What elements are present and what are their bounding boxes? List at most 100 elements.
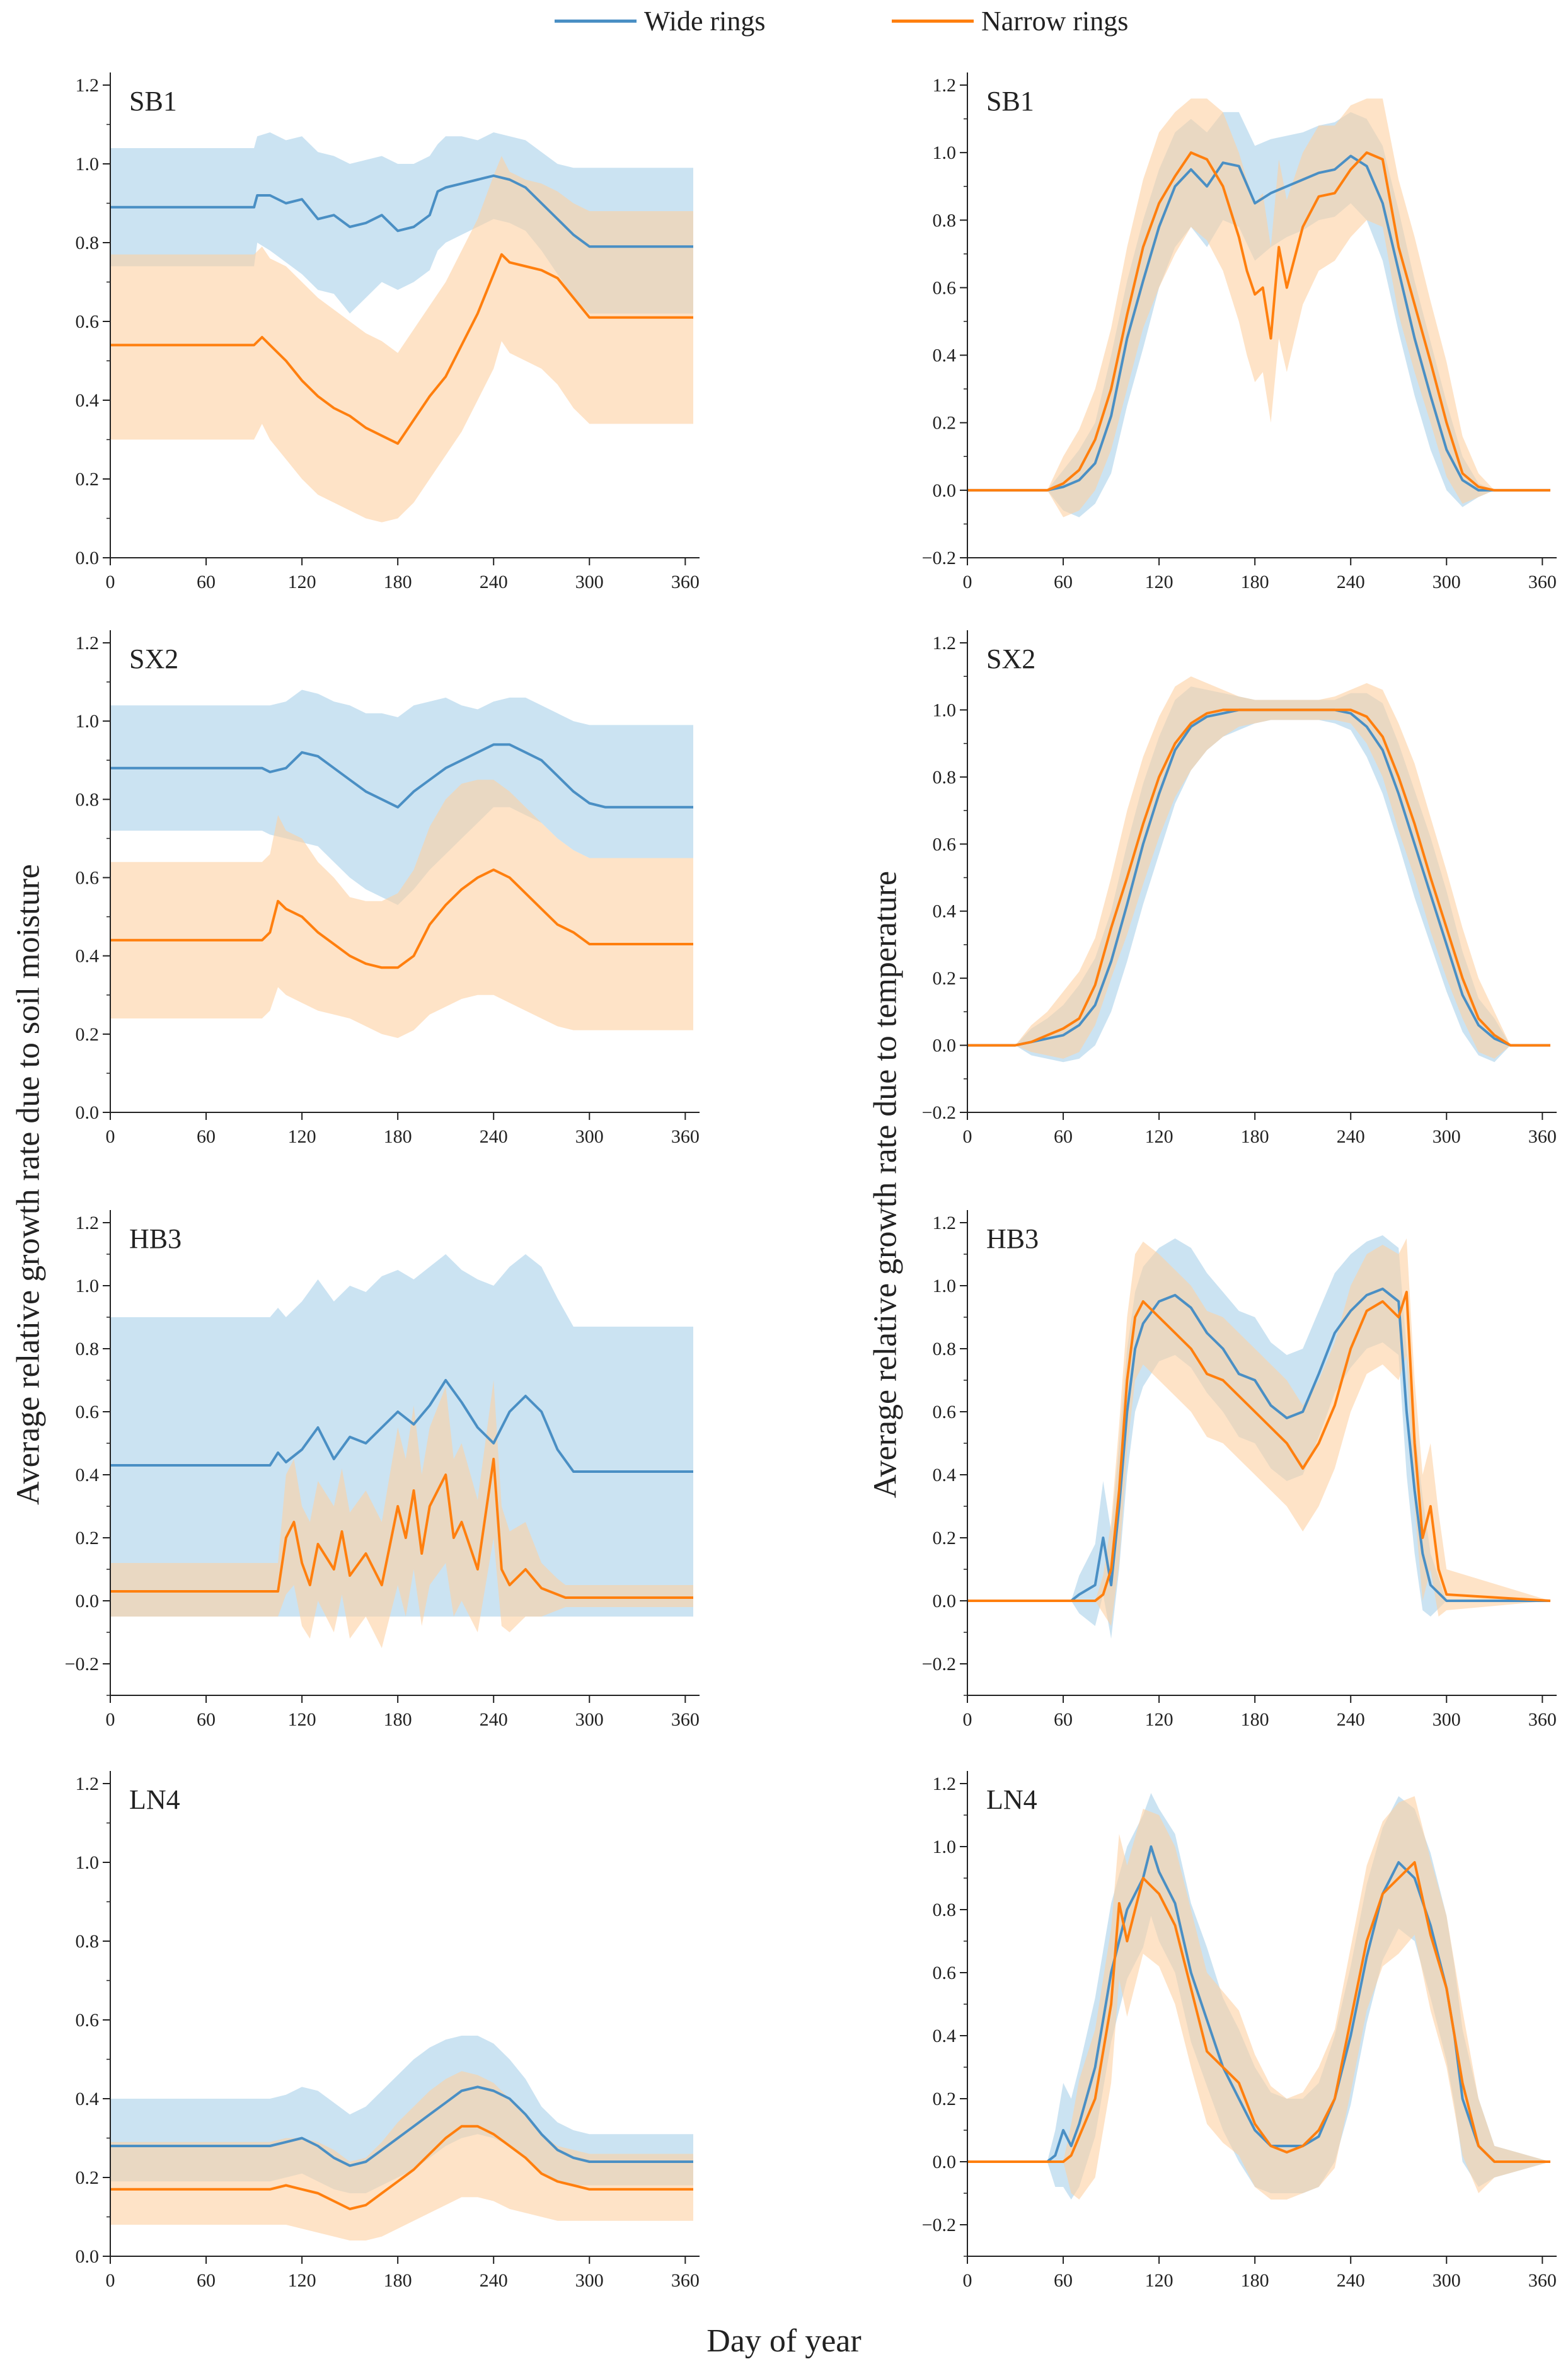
sx2-moisture-x-tick-label: 180 — [384, 1126, 412, 1147]
sx2-temperature-y-tick-label: 0.0 — [933, 1035, 957, 1056]
hb3-temperature-y-tick-label: −0.2 — [922, 1654, 956, 1675]
hb3-moisture-y-tick-label: 0.0 — [76, 1591, 100, 1612]
sb1-moisture-y-tick-label: 0.8 — [76, 233, 100, 253]
sb1-temperature-y-tick-label: 0.0 — [933, 480, 957, 501]
hb3-temperature-wide-line — [967, 1288, 1550, 1602]
sx2-moisture-narrow-line — [110, 868, 693, 969]
hb3-temperature-panel: 0 60 120 180 240 300 360 −0.2 0.0 0.2 0.4 0.6 0.8 1.0… — [922, 1210, 1557, 1730]
ln4-temperature-x-tick-label: 240 — [1337, 2270, 1365, 2291]
ln4-temperature-x-tick-label: 120 — [1145, 2270, 1173, 2291]
sx2-temperature-y-tick-label: 0.6 — [933, 834, 957, 855]
sb1-moisture-x-tick-label: 120 — [288, 572, 316, 592]
ln4-moisture-y-tick-label: 0.8 — [76, 1931, 100, 1952]
ln4-temperature-y-tick-label: −0.2 — [922, 2215, 956, 2235]
sx2-temperature-x-tick-label: 360 — [1528, 1126, 1557, 1147]
hb3-moisture-y-tick-label: 0.4 — [76, 1465, 100, 1485]
sb1-temperature-x-tick-label: 60 — [1054, 572, 1073, 592]
sx2-moisture-y-tick-label: 1.0 — [76, 711, 100, 732]
ln4-moisture-x-tick-label: 300 — [575, 2270, 604, 2291]
ln4-moisture-y-tick-label: 1.0 — [76, 1852, 100, 1873]
sx2-temperature-y-tick-label: 0.4 — [933, 901, 957, 922]
ln4-temperature-y-tick-label: 0.4 — [933, 2026, 957, 2046]
ln4-temperature-y-tick-label: 0.0 — [933, 2152, 957, 2172]
ln4-moisture-x-tick-label: 240 — [480, 2270, 508, 2291]
ln4-moisture-y-tick-label: 0.6 — [76, 2010, 100, 2031]
legend-item-narrow[interactable]: Narrow rings — [892, 5, 1128, 37]
sb1-moisture-title: SB1 — [129, 86, 177, 117]
sb1-temperature-x-tick-label: 240 — [1337, 572, 1365, 592]
sx2-moisture-y-tick-label: 0.0 — [76, 1102, 100, 1123]
hb3-temperature-x-tick-label: 240 — [1337, 1709, 1365, 1730]
sx2-moisture-x-tick-label: 120 — [288, 1126, 316, 1147]
ln4-temperature-x-tick-label: 0 — [963, 2270, 972, 2291]
sx2-temperature-narrow-band — [967, 676, 1550, 1059]
left-y-axis-label: Average relative growth rate due to soil… — [10, 863, 47, 1506]
hb3-moisture-panel: 0 60 120 180 240 300 360 −0.2 0.0 0.2 0.4 0.6 0.8 1.0… — [65, 1210, 700, 1730]
hb3-moisture-x-tick-label: 120 — [288, 1709, 316, 1730]
ln4-temperature-narrow-line — [967, 1861, 1550, 2163]
sb1-moisture-wide-line — [110, 174, 693, 248]
ln4-temperature-x-tick-label: 360 — [1528, 2270, 1557, 2291]
sx2-temperature-x-tick-label: 300 — [1433, 1126, 1461, 1147]
hb3-moisture-x-tick-label: 360 — [671, 1709, 700, 1730]
sb1-temperature-x-tick-label: 360 — [1528, 572, 1557, 592]
ln4-temperature-x-tick-label: 60 — [1054, 2270, 1073, 2291]
sb1-temperature-y-tick-label: 1.0 — [933, 142, 957, 163]
sx2-moisture-x-tick-label: 60 — [197, 1126, 216, 1147]
legend-swatch-wide — [555, 20, 637, 23]
sx2-moisture-x-tick-label: 360 — [671, 1126, 700, 1147]
ln4-moisture-title: LN4 — [129, 1784, 180, 1815]
sb1-moisture-y-tick-label: 0.6 — [76, 311, 100, 332]
sb1-moisture-y-tick-label: 1.2 — [76, 75, 100, 96]
hb3-moisture-x-tick-label: 240 — [480, 1709, 508, 1730]
sx2-temperature-narrow-line — [967, 708, 1550, 1047]
hb3-temperature-x-tick-label: 0 — [963, 1709, 972, 1730]
hb3-temperature-narrow-band — [967, 1238, 1550, 1626]
hb3-moisture-y-tick-label: 1.0 — [76, 1276, 100, 1296]
sx2-moisture-y-tick-label: 0.2 — [76, 1024, 100, 1045]
ln4-temperature-panel: 0 60 120 180 240 300 360 −0.2 0.0 0.2 0.4 0.6 0.8 1.0… — [922, 1771, 1557, 2291]
legend-label-wide: Wide rings — [644, 6, 766, 37]
sb1-temperature-y-tick-label: 0.4 — [933, 345, 957, 366]
sb1-moisture-x-tick-label: 240 — [480, 572, 508, 592]
hb3-moisture-y-tick-label: 0.8 — [76, 1339, 100, 1359]
hb3-moisture-y-tick-label: 1.2 — [76, 1213, 100, 1233]
hb3-temperature-x-tick-label: 300 — [1433, 1709, 1461, 1730]
sx2-moisture-y-tick-label: 1.2 — [76, 633, 100, 654]
sx2-moisture-y-tick-label: 0.8 — [76, 789, 100, 810]
sx2-temperature-y-tick-label: 1.0 — [933, 700, 957, 720]
sb1-temperature-wide-line — [967, 154, 1550, 492]
sx2-temperature-title: SX2 — [986, 643, 1035, 674]
hb3-temperature-x-tick-label: 60 — [1054, 1709, 1073, 1730]
sb1-moisture-x-tick-label: 60 — [197, 572, 216, 592]
sx2-temperature-panel: 0 60 120 180 240 300 360 −0.2 0.0 0.2 0.4 0.6 0.8 1.0… — [922, 630, 1557, 1147]
sb1-temperature-x-tick-label: 300 — [1433, 572, 1461, 592]
sx2-temperature-x-tick-label: 180 — [1241, 1126, 1269, 1147]
sb1-moisture-panel: 0 60 120 180 240 300 360 0.0 0.2 0.4 0.6 0.8 1.0 1.2 S… — [76, 72, 700, 592]
sx2-moisture-panel: 0 60 120 180 240 300 360 0.0 0.2 0.4 0.6 0.8 1.0 1.2 S… — [76, 630, 700, 1147]
sb1-temperature-y-tick-label: 0.2 — [933, 413, 957, 434]
hb3-temperature-y-tick-label: 0.8 — [933, 1339, 957, 1359]
hb3-temperature-y-tick-label: 0.4 — [933, 1465, 957, 1485]
sx2-moisture-y-tick-label: 0.6 — [76, 868, 100, 889]
sb1-moisture-y-tick-label: 0.0 — [76, 548, 100, 568]
sb1-temperature-title: SB1 — [986, 86, 1034, 117]
sx2-moisture-narrow-band — [110, 780, 693, 1038]
legend-item-wide[interactable]: Wide rings — [555, 5, 766, 37]
sx2-moisture-x-tick-label: 300 — [575, 1126, 604, 1147]
hb3-moisture-y-tick-label: 0.2 — [76, 1528, 100, 1548]
sx2-moisture-y-tick-label: 0.4 — [76, 946, 100, 967]
sb1-temperature-x-tick-label: 180 — [1241, 572, 1269, 592]
ln4-moisture-y-tick-label: 0.0 — [76, 2246, 100, 2267]
sx2-temperature-y-tick-label: 1.2 — [933, 633, 957, 654]
hb3-temperature-title: HB3 — [986, 1223, 1039, 1254]
sb1-moisture-narrow-line — [110, 253, 693, 445]
sx2-temperature-y-tick-label: 0.2 — [933, 968, 957, 989]
sb1-temperature-panel: 0 60 120 180 240 300 360 −0.2 0.0 0.2 0.4 0.6 0.8 1.0… — [922, 72, 1557, 592]
hb3-moisture-x-tick-label: 180 — [384, 1709, 412, 1730]
hb3-moisture-narrow-band — [110, 1380, 693, 1648]
hb3-moisture-y-tick-label: −0.2 — [65, 1654, 99, 1675]
hb3-temperature-y-tick-label: 0.0 — [933, 1591, 957, 1612]
sb1-moisture-x-tick-label: 180 — [384, 572, 412, 592]
